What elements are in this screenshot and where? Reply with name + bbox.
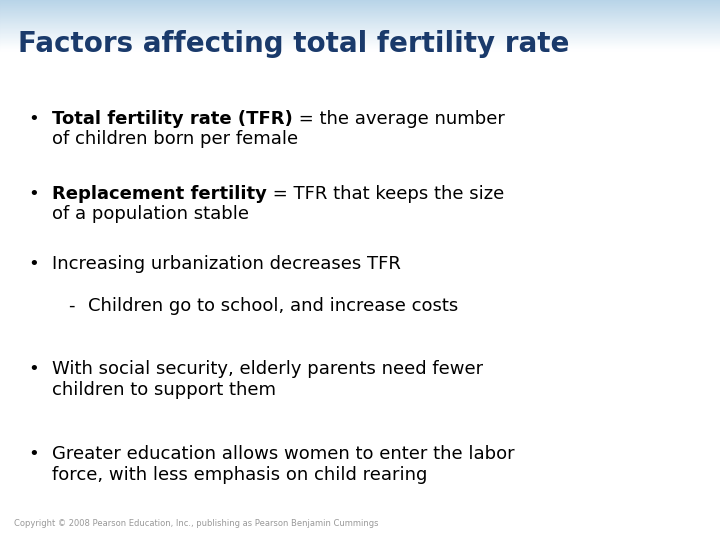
Bar: [0, 16, 720, 17]
Bar: [0, 6, 720, 7]
Bar: [0, 40, 720, 41]
Bar: [0, 47, 720, 48]
Bar: [0, 18, 720, 19]
Bar: [0, 26, 720, 27]
Bar: [0, 17, 720, 18]
Bar: [0, 49, 720, 50]
Bar: [0, 48, 720, 49]
Bar: [0, 28, 720, 29]
Bar: [0, 25, 720, 26]
Bar: [0, 39, 720, 40]
Text: Total fertility rate (TFR): Total fertility rate (TFR): [52, 110, 293, 128]
Bar: [0, 21, 720, 22]
Text: of children born per female: of children born per female: [52, 130, 298, 148]
Text: -: -: [68, 297, 74, 315]
Bar: [0, 14, 720, 15]
Text: = the average number: = the average number: [293, 110, 505, 128]
Bar: [0, 42, 720, 43]
Bar: [0, 46, 720, 47]
Bar: [0, 38, 720, 39]
Bar: [0, 24, 720, 25]
Bar: [0, 32, 720, 33]
Text: Increasing urbanization decreases TFR: Increasing urbanization decreases TFR: [52, 255, 401, 273]
Text: •: •: [28, 445, 39, 463]
Bar: [0, 9, 720, 10]
Bar: [0, 37, 720, 38]
Bar: [0, 12, 720, 13]
Bar: [0, 5, 720, 6]
Bar: [0, 7, 720, 8]
Bar: [0, 23, 720, 24]
Bar: [0, 30, 720, 31]
Bar: [0, 45, 720, 46]
Bar: [0, 36, 720, 37]
Bar: [0, 33, 720, 35]
Bar: [0, 19, 720, 20]
Bar: [0, 35, 720, 36]
Bar: [0, 20, 720, 21]
Text: •: •: [28, 185, 39, 203]
Text: Replacement fertility: Replacement fertility: [52, 185, 267, 203]
Bar: [0, 15, 720, 16]
Bar: [0, 13, 720, 14]
Bar: [0, 10, 720, 11]
Text: •: •: [28, 255, 39, 273]
Bar: [0, 2, 720, 3]
Bar: [0, 27, 720, 28]
Text: Copyright © 2008 Pearson Education, Inc., publishing as Pearson Benjamin Cumming: Copyright © 2008 Pearson Education, Inc.…: [14, 519, 379, 528]
Text: •: •: [28, 110, 39, 128]
Bar: [0, 8, 720, 9]
Bar: [0, 43, 720, 44]
Text: Greater education allows women to enter the labor
force, with less emphasis on c: Greater education allows women to enter …: [52, 445, 515, 484]
Bar: [0, 31, 720, 32]
Text: = TFR that keeps the size: = TFR that keeps the size: [267, 185, 504, 203]
Bar: [0, 22, 720, 23]
Text: of a population stable: of a population stable: [52, 205, 249, 223]
Bar: [0, 4, 720, 5]
Text: Factors affecting total fertility rate: Factors affecting total fertility rate: [18, 30, 570, 58]
Bar: [0, 0, 720, 1]
Text: Children go to school, and increase costs: Children go to school, and increase cost…: [88, 297, 458, 315]
Text: •: •: [28, 360, 39, 378]
Bar: [0, 1, 720, 2]
Bar: [0, 29, 720, 30]
Text: With social security, elderly parents need fewer
children to support them: With social security, elderly parents ne…: [52, 360, 483, 399]
Bar: [0, 41, 720, 42]
Bar: [0, 3, 720, 4]
Bar: [0, 11, 720, 12]
Bar: [0, 44, 720, 45]
